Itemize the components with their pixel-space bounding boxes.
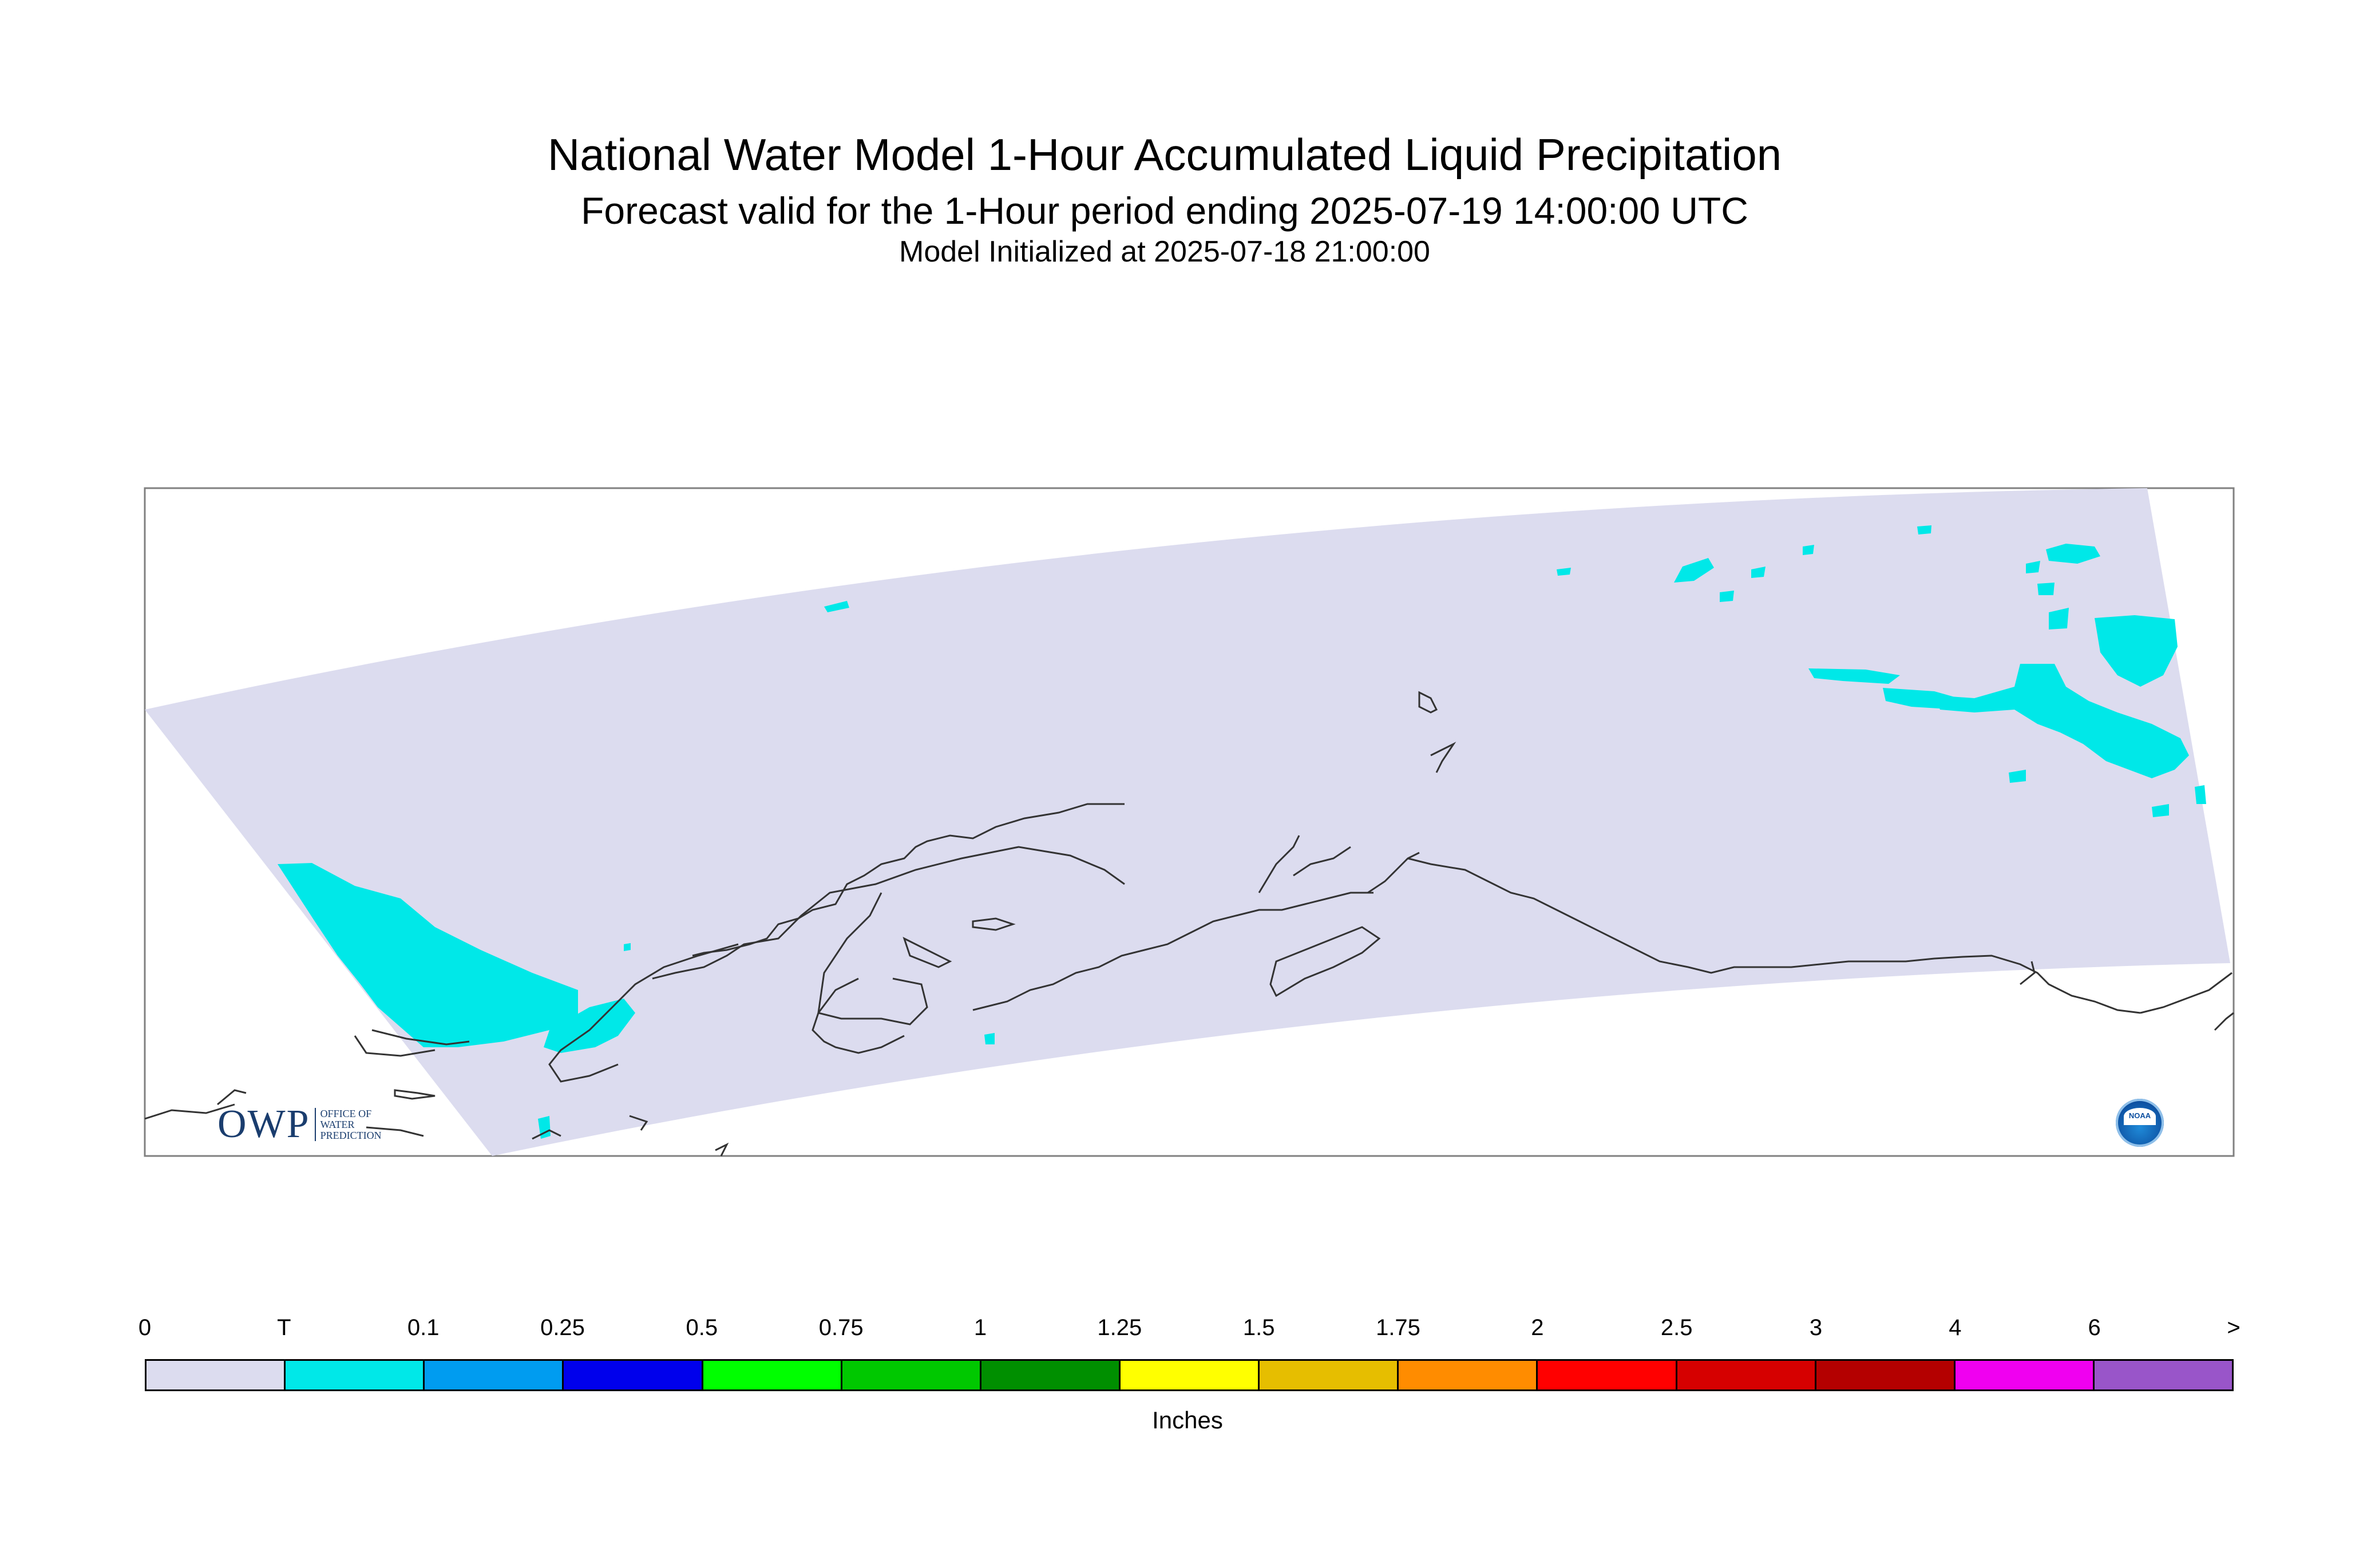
owp-logo-mark: OWP: [217, 1102, 310, 1146]
legend-tick-label: 0.1: [407, 1315, 440, 1340]
legend-tick-label: 0.25: [540, 1315, 585, 1340]
legend-tick-label: 0.75: [818, 1315, 864, 1340]
legend-tick-label: 2.5: [1660, 1315, 1693, 1340]
legend-swatch: [1955, 1361, 2095, 1389]
owp-subtext-line: PREDICTION: [320, 1129, 382, 1141]
legend-tick-label: 1.75: [1376, 1315, 1420, 1340]
color-legend: [145, 1359, 2234, 1391]
legend-swatch: [1677, 1361, 1816, 1389]
legend-tick-label: 4: [1949, 1315, 1962, 1340]
legend-tick-label: 6: [2088, 1315, 2101, 1340]
legend-swatch: [147, 1361, 286, 1389]
owp-logo-subtext: OFFICE OF WATER PREDICTION: [320, 1108, 382, 1141]
owp-subtext-line: WATER: [320, 1118, 355, 1130]
model-domain: [145, 488, 2230, 1156]
legend-unit-label: Inches: [1152, 1407, 1223, 1434]
legend-swatch: [703, 1361, 842, 1389]
legend-swatch: [286, 1361, 425, 1389]
legend-swatch: [1260, 1361, 1399, 1389]
noaa-logo-text: NOAA: [2128, 1111, 2151, 1120]
coastlines: [144, 691, 2234, 1157]
legend-tick-label: 1.5: [1242, 1315, 1275, 1340]
precip-trace-areas: [278, 525, 2206, 1139]
owp-subtext-line: OFFICE OF: [320, 1107, 372, 1119]
noaa-logo: NOAA: [2116, 1099, 2164, 1147]
owp-logo-divider: [314, 1108, 316, 1141]
legend-swatch: [564, 1361, 703, 1389]
legend-swatch: [1120, 1361, 1260, 1389]
legend-swatch: [1399, 1361, 1538, 1389]
legend-swatch: [981, 1361, 1121, 1389]
legend-tick-label: 0: [138, 1315, 152, 1340]
legend-swatch: [842, 1361, 981, 1389]
legend-swatch: [1816, 1361, 1956, 1389]
legend-tick-label: >: [2227, 1315, 2241, 1340]
owp-logo: OWP OFFICE OF WATER PREDICTION: [217, 1102, 382, 1147]
legend-tick-label: 3: [1809, 1315, 1823, 1340]
legend-swatch: [2094, 1361, 2232, 1389]
map-subtitle: Forecast valid for the 1-Hour period end…: [581, 189, 1748, 232]
legend-tick-label: T: [277, 1315, 291, 1340]
legend-swatch: [425, 1361, 564, 1389]
legend-tick-label: 0.5: [686, 1315, 718, 1340]
noaa-gull-icon: [2124, 1108, 2156, 1125]
legend-tick-label: 2: [1531, 1315, 1544, 1340]
map-title: National Water Model 1-Hour Accumulated …: [547, 129, 1782, 180]
legend-swatch: [1538, 1361, 1677, 1389]
model-init-line: Model Initialized at 2025-07-18 21:00:00: [899, 235, 1430, 268]
legend-tick-label: 1: [973, 1315, 987, 1340]
legend-tick-label: 1.25: [1097, 1315, 1142, 1340]
